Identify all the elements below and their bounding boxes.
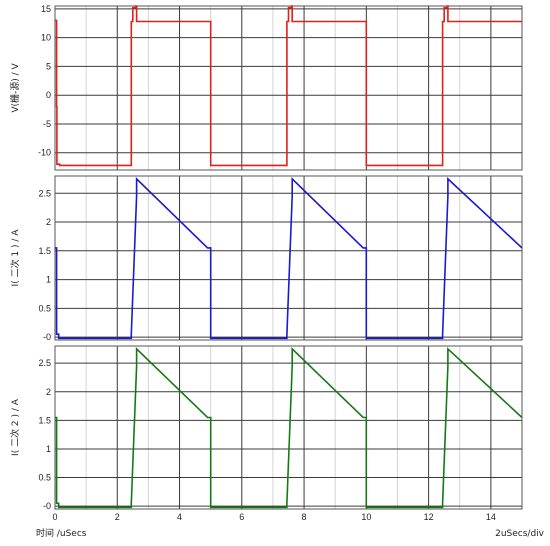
x-tick-label: 8: [302, 512, 307, 522]
x-tick-label: 10: [361, 512, 371, 522]
plot-area: [55, 6, 522, 170]
y-tick-label: 1: [46, 444, 51, 454]
y-axis-label: I( 二次 1 ) / A: [9, 229, 21, 287]
series-line: [55, 347, 523, 509]
y-tick-label: 2: [46, 387, 51, 397]
x-axis-label: 时间 /uSecs: [36, 527, 87, 539]
x-scale-label: 2uSecs/div: [495, 529, 545, 539]
y-axis-label: V(栅-源) / V: [9, 62, 21, 112]
plot-frame: [54, 5, 523, 171]
y-tick-label: 10: [41, 33, 51, 43]
y-tick-label: -10: [38, 148, 51, 158]
y-tick-label: 0.5: [38, 473, 51, 483]
y-tick-label: 1.5: [38, 246, 51, 256]
panel-3: 2.5 2 1.5 1 0.5 -0 I( 二次 2 ) / A: [9, 345, 523, 511]
x-tick-label: 2: [115, 512, 120, 522]
y-axis-label: I( 二次 2 ) / A: [9, 398, 21, 456]
y-tick-label: 0.5: [38, 303, 51, 313]
plot-frame: [54, 345, 523, 510]
y-tick-label: 1.5: [38, 415, 51, 425]
y-tick-label: -5: [43, 119, 51, 129]
panel-1: 15 10 5 0 -5 -10 V(栅-源) / V: [9, 4, 523, 171]
y-tick-label: 15: [41, 4, 51, 14]
y-tick-label: 1: [46, 275, 51, 285]
x-tick-label: 4: [177, 512, 182, 522]
y-tick-label: 2: [46, 217, 51, 227]
y-tick-label: 2.5: [38, 358, 51, 368]
plot-area: [55, 346, 522, 509]
y-tick-label: 0: [46, 90, 51, 100]
panel-2: 2.5 2 1.5 1 0.5 -0 I( 二次 1 ) / A: [9, 175, 523, 342]
y-tick-label: -0: [43, 332, 51, 342]
y-tick-label: 5: [46, 61, 51, 71]
plot-frame: [54, 175, 523, 341]
series-line: [55, 5, 522, 167]
x-tick-label: 6: [239, 512, 244, 522]
x-tick-label: 12: [424, 512, 434, 522]
y-tick-label: -0: [43, 501, 51, 511]
x-tick-label: 14: [486, 512, 496, 522]
y-tick-label: 2.5: [38, 188, 51, 198]
plot-area: [55, 176, 522, 340]
series-line: [55, 177, 523, 340]
x-tick-label: 0: [52, 512, 57, 522]
